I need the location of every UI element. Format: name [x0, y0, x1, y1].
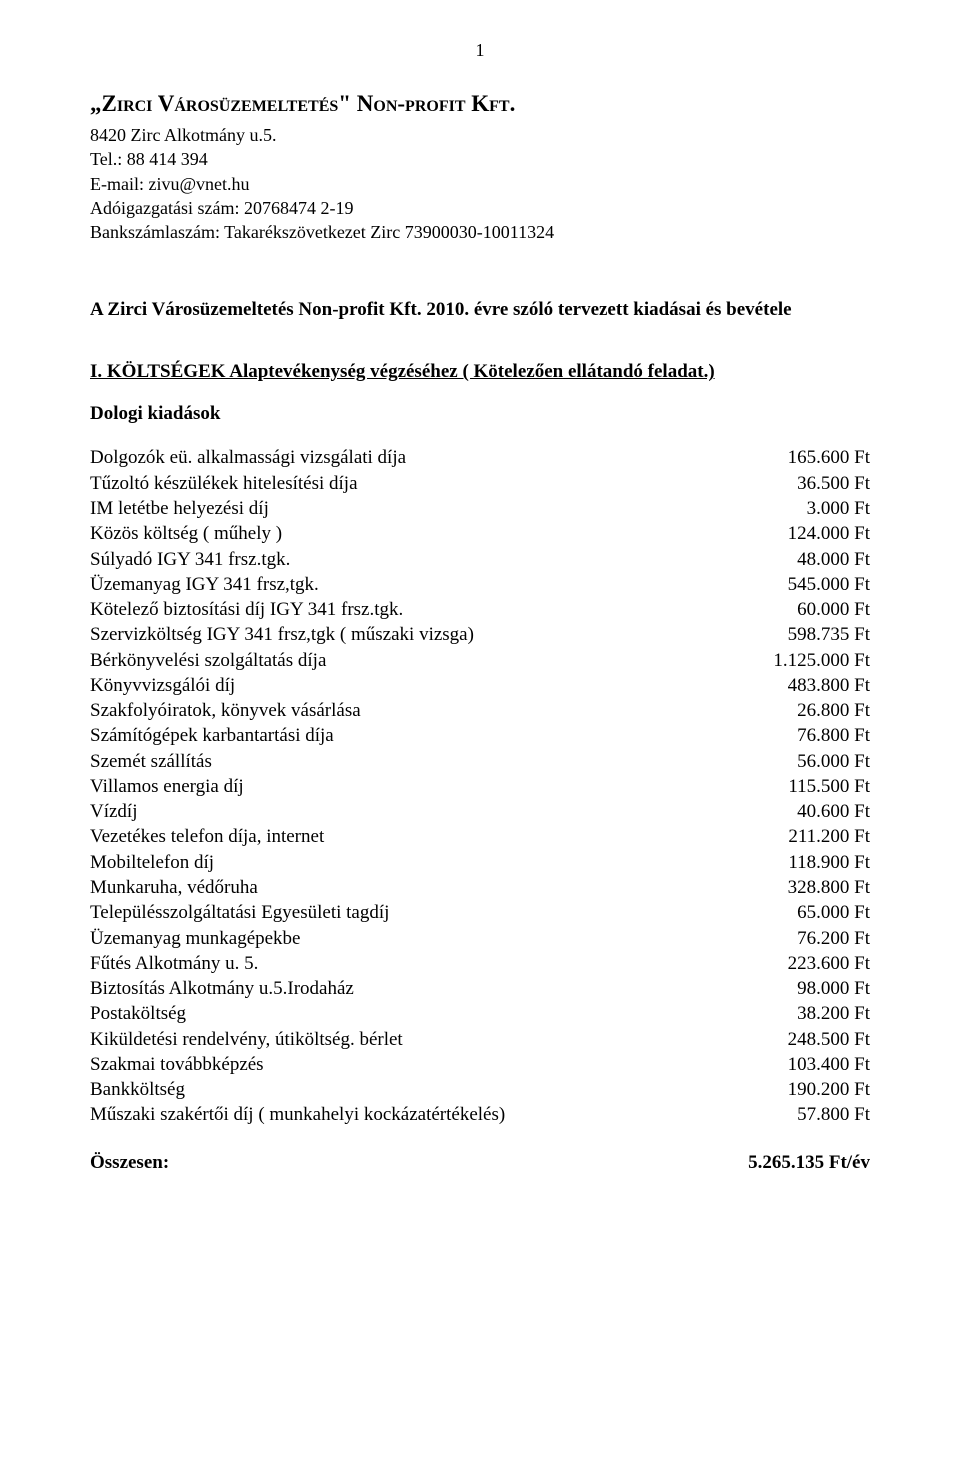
expense-value: 124.000 Ft [690, 521, 870, 546]
expense-label: Dolgozók eü. alkalmassági vizsgálati díj… [90, 445, 690, 470]
sub-heading: Dologi kiadások [90, 403, 870, 425]
expense-label: Településszolgáltatási Egyesületi tagdíj [90, 900, 690, 925]
expense-row: Szakfolyóiratok, könyvek vásárlása26.800… [90, 698, 870, 723]
email-line: E-mail: zivu@vnet.hu [90, 172, 870, 196]
expense-row: Bérkönyvelési szolgáltatás díja1.125.000… [90, 648, 870, 673]
expense-label: Kötelező biztosítási díj IGY 341 frsz.tg… [90, 597, 690, 622]
expense-label: Tűzoltó készülékek hitelesítési díja [90, 471, 690, 496]
expense-row: Villamos energia díj115.500 Ft [90, 774, 870, 799]
expense-row: Mobiltelefon díj118.900 Ft [90, 850, 870, 875]
expense-label: Könyvvizsgálói díj [90, 673, 690, 698]
expense-row: Tűzoltó készülékek hitelesítési díja36.5… [90, 471, 870, 496]
expense-row: Szemét szállítás56.000 Ft [90, 749, 870, 774]
expense-value: 1.125.000 Ft [690, 648, 870, 673]
expense-row: Üzemanyag munkagépekbe76.200 Ft [90, 926, 870, 951]
expense-label: Vízdíj [90, 799, 690, 824]
expense-value: 26.800 Ft [690, 698, 870, 723]
expense-label: Műszaki szakértői díj ( munkahelyi kocká… [90, 1102, 690, 1127]
expense-value: 38.200 Ft [690, 1001, 870, 1026]
expense-label: Vezetékes telefon díja, internet [90, 824, 690, 849]
section-heading: I. KÖLTSÉGEK Alaptevékenység végzéséhez … [90, 361, 870, 383]
expense-value: 598.735 Ft [690, 622, 870, 647]
expense-row: Súlyadó IGY 341 frsz.tgk.48.000 Ft [90, 547, 870, 572]
expense-row: Számítógépek karbantartási díja76.800 Ft [90, 723, 870, 748]
expense-label: Üzemanyag munkagépekbe [90, 926, 690, 951]
expense-value: 190.200 Ft [690, 1077, 870, 1102]
expense-value: 248.500 Ft [690, 1027, 870, 1052]
expense-row: Biztosítás Alkotmány u.5.Irodaház98.000 … [90, 976, 870, 1001]
address-line: 8420 Zirc Alkotmány u.5. [90, 123, 870, 147]
total-label: Összesen: [90, 1152, 670, 1174]
expense-label: Súlyadó IGY 341 frsz.tgk. [90, 547, 690, 572]
total-row: Összesen: 5.265.135 Ft/év [90, 1152, 870, 1174]
expense-row: Kötelező biztosítási díj IGY 341 frsz.tg… [90, 597, 870, 622]
expense-row: Bankköltség190.200 Ft [90, 1077, 870, 1102]
expense-row: Postaköltség38.200 Ft [90, 1001, 870, 1026]
expense-label: Szervizköltség IGY 341 frsz,tgk ( műszak… [90, 622, 690, 647]
expense-value: 56.000 Ft [690, 749, 870, 774]
expense-row: Munkaruha, védőruha328.800 Ft [90, 875, 870, 900]
expense-label: Számítógépek karbantartási díja [90, 723, 690, 748]
expense-row: Vezetékes telefon díja, internet211.200 … [90, 824, 870, 849]
expense-label: Mobiltelefon díj [90, 850, 690, 875]
expense-label: Villamos energia díj [90, 774, 690, 799]
expense-value: 48.000 Ft [690, 547, 870, 572]
expense-label: Fűtés Alkotmány u. 5. [90, 951, 690, 976]
expense-label: Postaköltség [90, 1001, 690, 1026]
expense-label: IM letétbe helyezési díj [90, 496, 690, 521]
letterhead: „Zirci Városüzemeltetés" Non-profit Kft.… [90, 91, 870, 244]
expense-label: Üzemanyag IGY 341 frsz,tgk. [90, 572, 690, 597]
expense-row: Szakmai továbbképzés103.400 Ft [90, 1052, 870, 1077]
expense-value: 483.800 Ft [690, 673, 870, 698]
expense-value: 103.400 Ft [690, 1052, 870, 1077]
expense-row: Vízdíj40.600 Ft [90, 799, 870, 824]
expense-row: Szervizköltség IGY 341 frsz,tgk ( műszak… [90, 622, 870, 647]
expense-value: 98.000 Ft [690, 976, 870, 1001]
expense-value: 328.800 Ft [690, 875, 870, 900]
expense-label: Munkaruha, védőruha [90, 875, 690, 900]
expense-value: 65.000 Ft [690, 900, 870, 925]
expense-value: 165.600 Ft [690, 445, 870, 470]
expense-value: 118.900 Ft [690, 850, 870, 875]
expense-value: 36.500 Ft [690, 471, 870, 496]
expense-label: Közös költség ( műhely ) [90, 521, 690, 546]
expense-label: Szemét szállítás [90, 749, 690, 774]
expense-value: 40.600 Ft [690, 799, 870, 824]
expense-value: 76.200 Ft [690, 926, 870, 951]
tax-number-line: Adóigazgatási szám: 20768474 2-19 [90, 196, 870, 220]
expense-row: Dolgozók eü. alkalmassági vizsgálati díj… [90, 445, 870, 470]
expense-label: Biztosítás Alkotmány u.5.Irodaház [90, 976, 690, 1001]
expense-label: Bankköltség [90, 1077, 690, 1102]
main-heading: A Zirci Városüzemeltetés Non-profit Kft.… [90, 299, 870, 321]
expense-row: Könyvvizsgálói díj483.800 Ft [90, 673, 870, 698]
expense-row: Műszaki szakértői díj ( munkahelyi kocká… [90, 1102, 870, 1127]
total-value: 5.265.135 Ft/év [670, 1152, 870, 1174]
expense-value: 60.000 Ft [690, 597, 870, 622]
expense-label: Kiküldetési rendelvény, útiköltség. bérl… [90, 1027, 690, 1052]
expense-value: 57.800 Ft [690, 1102, 870, 1127]
company-title: „Zirci Városüzemeltetés" Non-profit Kft. [90, 91, 870, 117]
expense-row: Üzemanyag IGY 341 frsz,tgk.545.000 Ft [90, 572, 870, 597]
bank-account-line: Bankszámlaszám: Takarékszövetkezet Zirc … [90, 220, 870, 244]
expense-value: 76.800 Ft [690, 723, 870, 748]
page-number: 1 [90, 40, 870, 61]
expense-label: Szakfolyóiratok, könyvek vásárlása [90, 698, 690, 723]
tel-line: Tel.: 88 414 394 [90, 147, 870, 171]
expense-label: Bérkönyvelési szolgáltatás díja [90, 648, 690, 673]
expense-value: 223.600 Ft [690, 951, 870, 976]
expense-value: 545.000 Ft [690, 572, 870, 597]
document-page: 1 „Zirci Városüzemeltetés" Non-profit Kf… [0, 0, 960, 1460]
expense-list: Dolgozók eü. alkalmassági vizsgálati díj… [90, 445, 870, 1127]
expense-value: 115.500 Ft [690, 774, 870, 799]
expense-value: 211.200 Ft [690, 824, 870, 849]
expense-label: Szakmai továbbképzés [90, 1052, 690, 1077]
expense-row: Kiküldetési rendelvény, útiköltség. bérl… [90, 1027, 870, 1052]
expense-row: Közös költség ( műhely )124.000 Ft [90, 521, 870, 546]
expense-row: IM letétbe helyezési díj3.000 Ft [90, 496, 870, 521]
expense-value: 3.000 Ft [690, 496, 870, 521]
expense-row: Településszolgáltatási Egyesületi tagdíj… [90, 900, 870, 925]
expense-row: Fűtés Alkotmány u. 5.223.600 Ft [90, 951, 870, 976]
